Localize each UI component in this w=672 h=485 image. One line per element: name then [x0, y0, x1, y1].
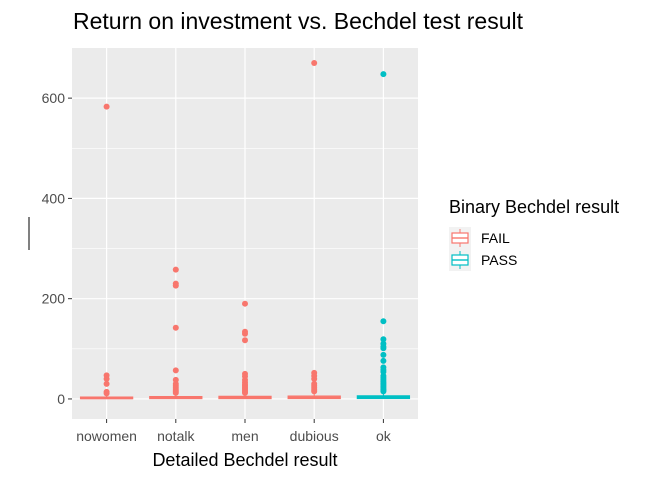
legend-key-pass: PASS — [449, 249, 517, 271]
outlier-point — [242, 389, 248, 396]
legend: Binary Bechdel result FAIL PASS — [449, 197, 619, 271]
outlier-point — [103, 375, 110, 382]
x-axis-title: Detailed Bechdel result — [152, 450, 337, 470]
outlier-point — [380, 357, 387, 364]
boxes — [79, 60, 411, 400]
outlier-point — [311, 60, 318, 67]
x-axis: nowomen notalk men dubious ok — [76, 419, 392, 444]
outlier-point — [172, 367, 179, 374]
outlier-point — [380, 345, 387, 352]
x-tick-label: ok — [376, 428, 392, 444]
outlier-point — [311, 388, 318, 395]
legend-key-label: PASS — [481, 252, 517, 268]
outlier-point — [242, 300, 248, 307]
box-ok — [356, 71, 411, 400]
outlier-point — [242, 337, 248, 344]
legend-key-fail: FAIL — [449, 227, 510, 249]
outlier-point — [311, 375, 318, 382]
grid-major — [72, 48, 418, 419]
outlier-point — [380, 388, 387, 395]
outlier-point — [172, 282, 179, 289]
legend-title: Binary Bechdel result — [449, 197, 619, 217]
legend-key-label: FAIL — [481, 230, 510, 246]
outlier-point — [380, 351, 387, 358]
x-tick-label: nowomen — [76, 428, 137, 444]
outlier-point — [103, 380, 110, 387]
chart-title: Return on investment vs. Bechdel test re… — [73, 8, 524, 34]
box-nowomen — [79, 103, 134, 400]
outlier-point — [380, 318, 387, 325]
box-men — [218, 300, 272, 400]
outlier-point — [103, 390, 110, 397]
y-tick-label: 400 — [42, 190, 66, 206]
x-tick-label: dubious — [290, 428, 339, 444]
outlier-point — [380, 71, 387, 78]
y-axis: 0 200 400 600 — [42, 90, 72, 407]
outlier-point — [172, 324, 179, 331]
x-tick-label: notalk — [157, 428, 195, 444]
x-tick-label: men — [231, 428, 258, 444]
y-tick-label: 0 — [57, 391, 65, 407]
box-notalk — [149, 266, 203, 400]
outlier-point — [172, 389, 179, 396]
legend-keys: FAIL PASS — [449, 227, 517, 271]
outlier-point — [242, 330, 248, 337]
y-tick-label: 200 — [42, 291, 66, 307]
outlier-point — [380, 336, 387, 343]
box-dubious — [287, 60, 341, 400]
y-tick-label: 600 — [42, 90, 66, 106]
outlier-point — [103, 103, 110, 110]
outlier-point — [172, 266, 179, 273]
